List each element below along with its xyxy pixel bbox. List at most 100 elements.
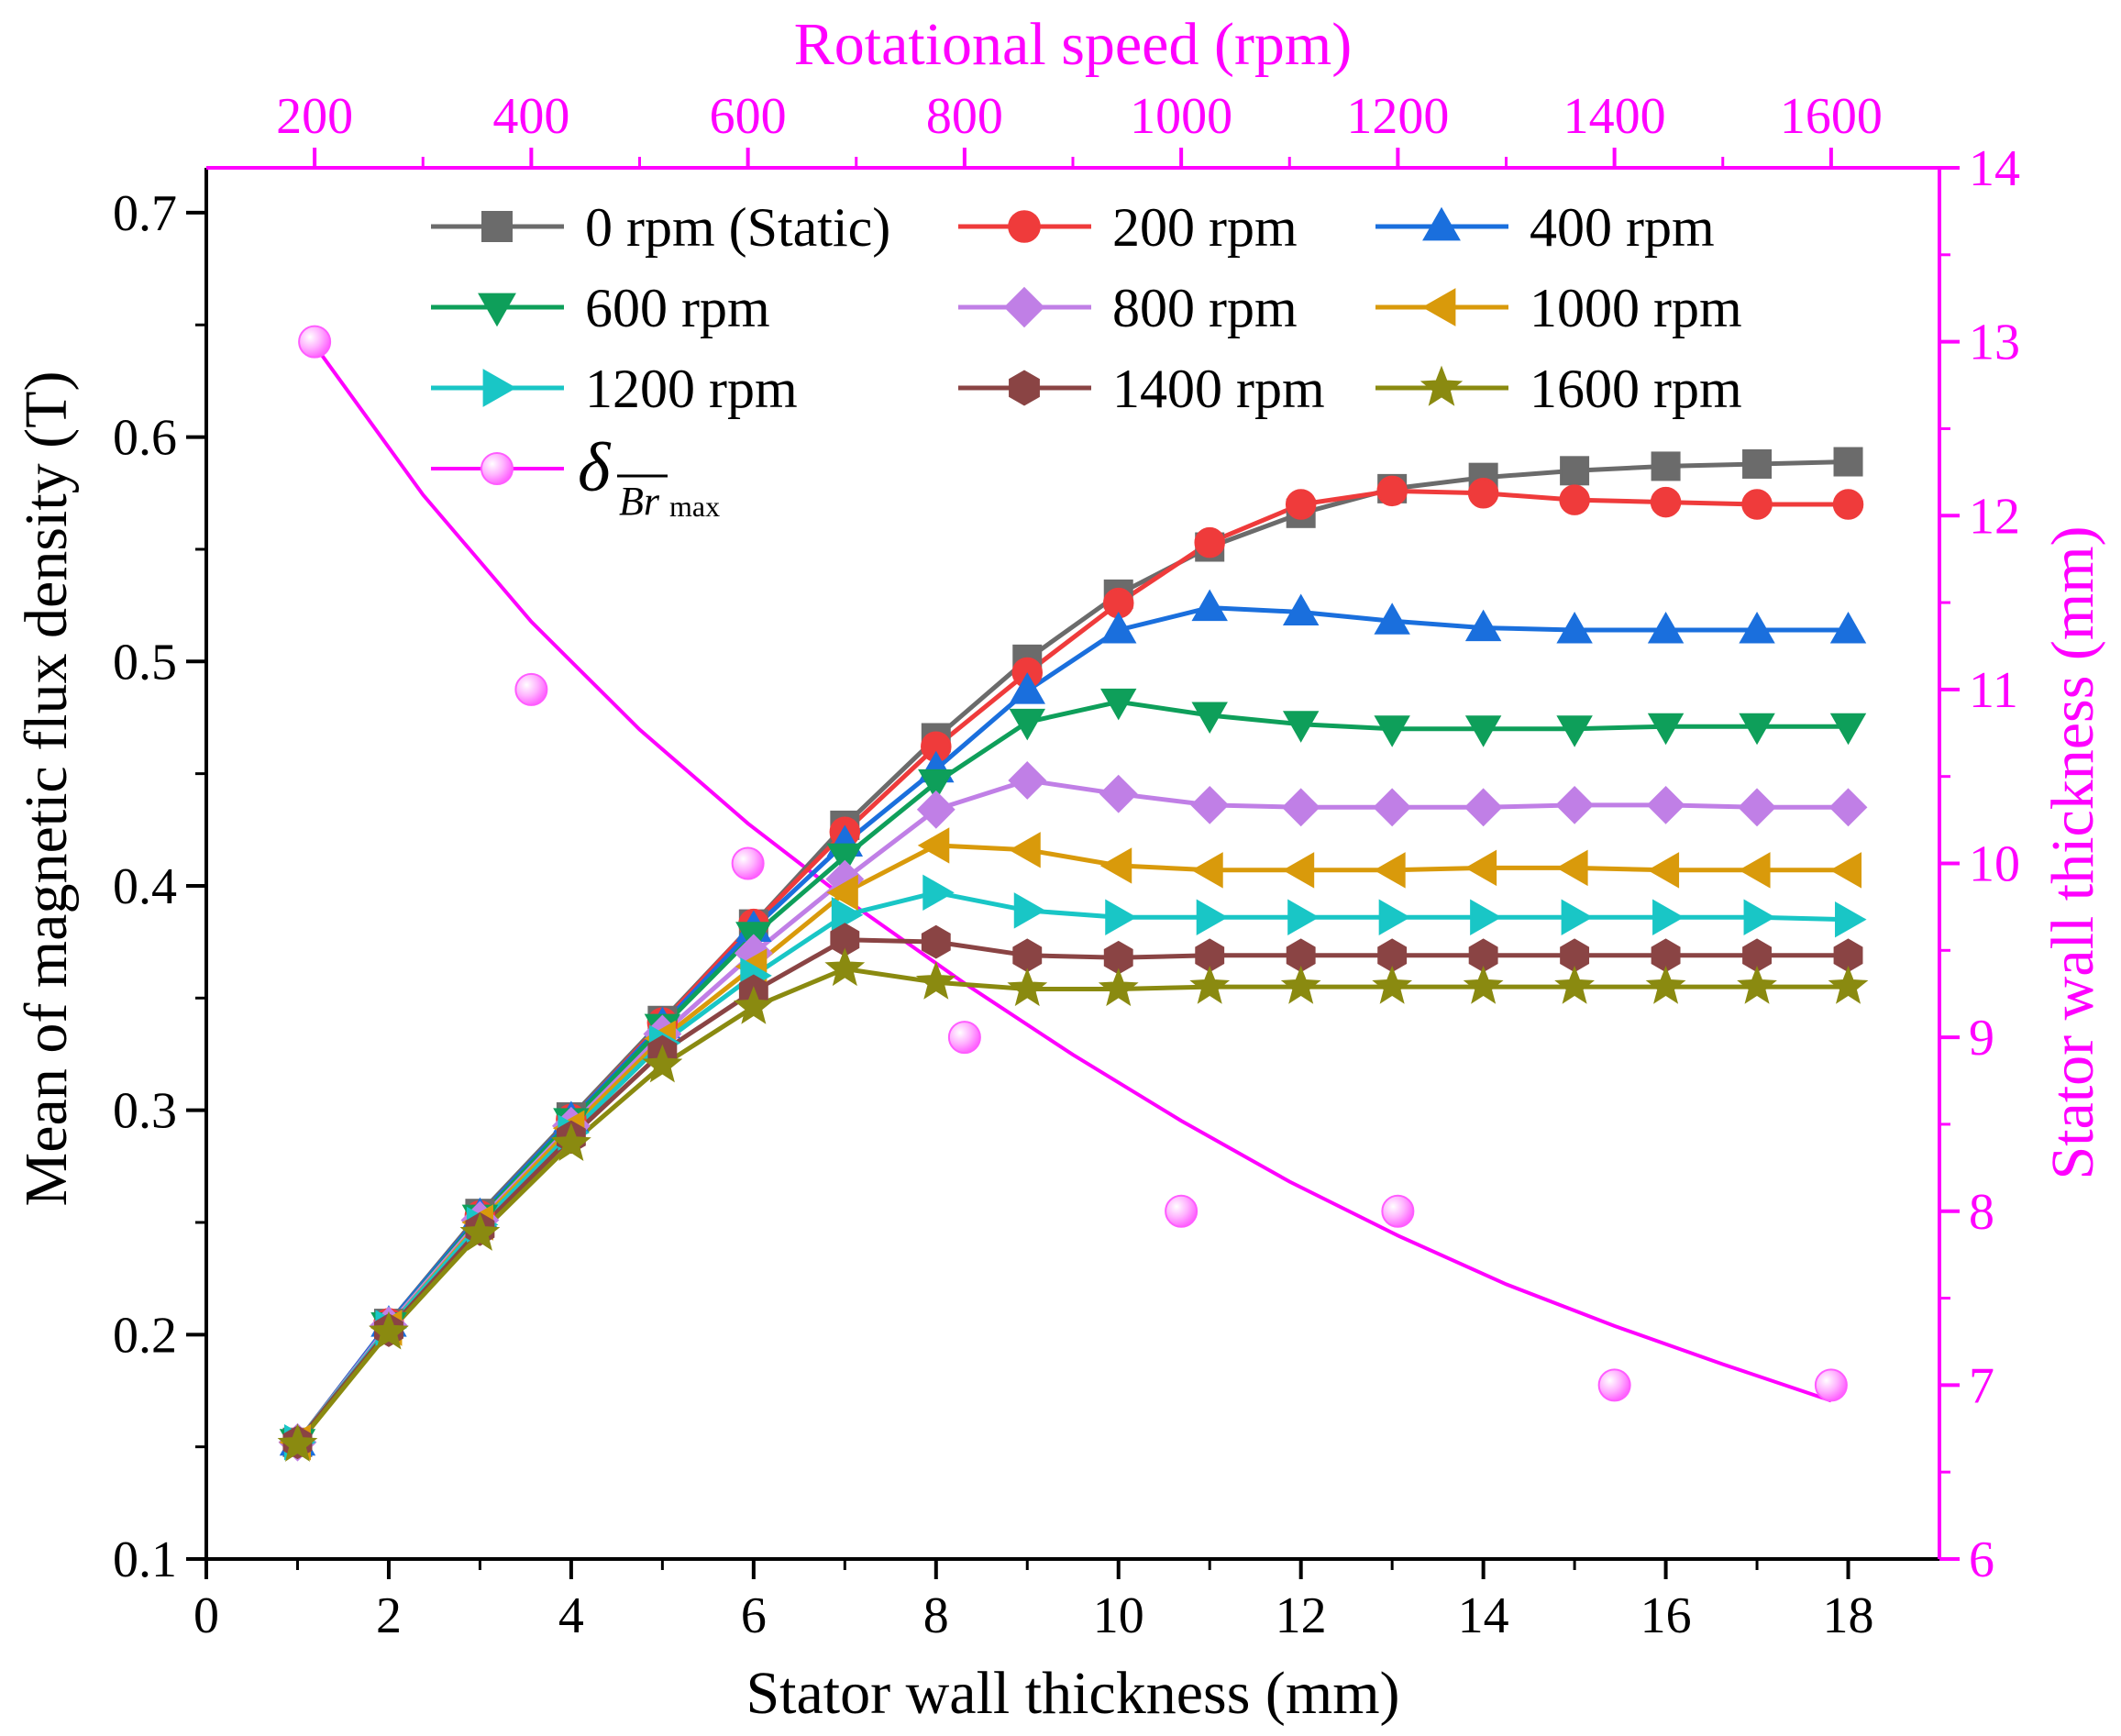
y-tick-label: 0.2 [113, 1307, 177, 1364]
series-0-point [1833, 447, 1863, 477]
series-8-point [1372, 966, 1413, 1004]
top-tick-label: 1200 [1346, 88, 1449, 145]
series-8-point [1645, 966, 1686, 1004]
legend: 0 rpm (Static) 200 rpm 400 rpm 600 rpm 800 r… [431, 197, 1742, 524]
series-6-point [1196, 899, 1229, 935]
series-4-point [1008, 761, 1047, 800]
series-1-point [1194, 526, 1225, 558]
top-tick-label: 200 [276, 88, 353, 145]
legend-marker-4 [1003, 286, 1045, 328]
series-8-point [369, 1310, 409, 1350]
series-2-point [1647, 612, 1685, 644]
series-line-1 [295, 488, 1849, 1444]
series-4-point [1281, 788, 1320, 827]
series-5-point [1009, 832, 1041, 868]
legend-marker-6 [482, 369, 517, 407]
series-4-point [1738, 788, 1776, 827]
legend-marker-5 [1421, 288, 1456, 326]
series-5-point [1374, 852, 1406, 889]
series-6-point [1378, 899, 1411, 935]
series-5-point [1282, 852, 1315, 889]
series-line-3 [295, 699, 1849, 1444]
series-4-point [1646, 785, 1685, 824]
legend-label-delta: δ [578, 429, 612, 506]
series-5-point [1829, 852, 1862, 889]
series-line-7 [295, 937, 1849, 1444]
right-axis-title: Stator wall thickness (mm) [2039, 525, 2106, 1179]
axes-layer: 0 2 4 6 8 10 12 14 16 18 0.1 0.2 0.3 0.4 0.5 0.6 0.7 200 4… [113, 88, 2020, 1644]
top-axis-title: Rotational speed (rpm) [794, 11, 1353, 78]
series-3-point [1374, 715, 1410, 747]
right-tick-label: 10 [1969, 836, 2020, 893]
series-3-point [1282, 711, 1320, 743]
x-tick-label: 10 [1093, 1587, 1144, 1644]
series-8-point [1280, 966, 1321, 1004]
legend-marker-8 [1420, 365, 1464, 406]
x-tick-label: 14 [1458, 1587, 1509, 1644]
series-2-point [1739, 612, 1775, 644]
series-1-point [1741, 489, 1773, 520]
series-3-point [1100, 688, 1137, 721]
series-4-point [1828, 788, 1868, 827]
series-line-0 [295, 459, 1849, 1444]
y-tick-label: 0.7 [113, 185, 177, 242]
x-tick-label: 16 [1640, 1587, 1692, 1644]
top-tick-label: 1000 [1130, 88, 1232, 145]
series-1-point [1650, 486, 1682, 518]
x-axis-title: Stator wall thickness (mm) [746, 1660, 1399, 1727]
series-6-point [1835, 901, 1867, 938]
x-tick-label: 0 [193, 1587, 219, 1644]
series-3-point [1009, 708, 1045, 741]
series-1-point [1832, 489, 1864, 520]
series-8-point [1737, 966, 1777, 1004]
x-tick-label: 2 [376, 1587, 402, 1644]
delta-point [1381, 1194, 1415, 1228]
series-6-point [1743, 899, 1776, 935]
delta-point [298, 325, 332, 359]
series-3-point [1829, 713, 1867, 746]
series-8-point [915, 961, 956, 1000]
series-5-point [826, 874, 858, 912]
delta-point [947, 1021, 981, 1055]
legend-label-5: 1000 rpm [1530, 278, 1742, 338]
series-line-5 [295, 843, 1849, 1444]
series-8-point [1463, 966, 1504, 1004]
series-4-point [1373, 788, 1412, 827]
series-1-point [1559, 484, 1590, 515]
series-6-point [831, 897, 864, 934]
y-axis-title: Mean of magnetic flux density (T) [13, 371, 80, 1207]
right-tick-label: 8 [1969, 1184, 1994, 1241]
series-2-point [1829, 612, 1867, 644]
series-6-point [922, 874, 955, 912]
series-2-point [1374, 603, 1410, 635]
y-tick-label: 0.5 [113, 634, 177, 691]
legend-marker-2 [1422, 206, 1461, 241]
legend-label-7: 1400 rpm [1112, 359, 1325, 419]
series-3-point [1191, 702, 1228, 735]
series-8-point [1007, 968, 1048, 1007]
delta-point [1165, 1194, 1199, 1228]
legend-label-0: 0 rpm (Static) [585, 197, 890, 258]
series-2-point [1191, 589, 1228, 622]
right-tick-label: 9 [1969, 1010, 1994, 1067]
y-tick-label: 0.6 [113, 410, 177, 467]
right-tick-label: 11 [1969, 662, 2018, 719]
plot-layer [277, 325, 1869, 1462]
series-1-point [1376, 475, 1408, 507]
right-tick-label: 7 [1969, 1357, 1994, 1414]
x-tick-label: 6 [741, 1587, 767, 1644]
series-1-point [1285, 489, 1317, 520]
series-line-4 [295, 778, 1849, 1444]
series-8-point [551, 1122, 591, 1161]
legend-label-2: 400 rpm [1530, 197, 1715, 258]
series-6-point [1470, 899, 1502, 935]
x-tick-label: 18 [1823, 1587, 1874, 1644]
top-tick-label: 1600 [1780, 88, 1883, 145]
series-8-point [642, 1044, 683, 1083]
legend-label-delta-subscript: Br [619, 479, 660, 524]
series-3-point [826, 843, 864, 876]
legend-label-4: 800 rpm [1112, 278, 1298, 338]
y-tick-label: 0.3 [113, 1083, 177, 1140]
top-tick-label: 1400 [1563, 88, 1666, 145]
series-5-point [1099, 847, 1132, 884]
